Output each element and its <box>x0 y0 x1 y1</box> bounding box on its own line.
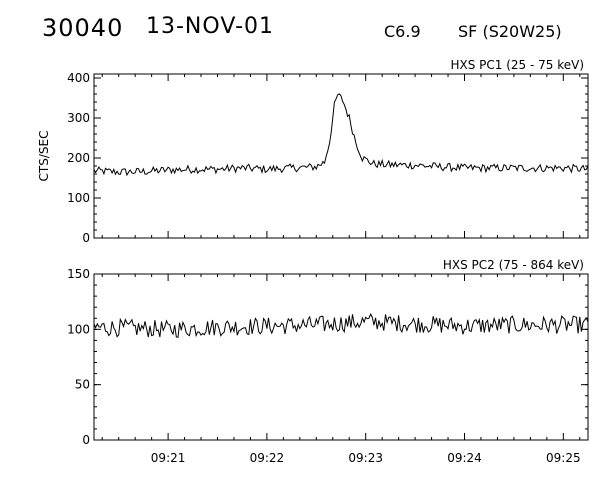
plot-frame <box>93 273 589 441</box>
flare-location: SF (S20W25) <box>458 22 562 41</box>
x-tick-label: 09:23 <box>348 451 383 465</box>
y-tick-label: 150 <box>67 267 90 281</box>
y-tick-label: 50 <box>75 378 90 392</box>
series-line <box>93 313 589 338</box>
y-tick-label: 0 <box>82 433 90 447</box>
panel-title: HXS PC2 (75 - 864 keV) <box>443 258 584 272</box>
event-id: 30040 <box>42 14 124 42</box>
y-tick-label: 200 <box>67 151 90 165</box>
goes-class: C6.9 <box>384 22 421 41</box>
event-date: 13-NOV-01 <box>146 14 275 39</box>
y-tick-label: 0 <box>82 231 90 245</box>
x-tick-label: 09:25 <box>546 451 581 465</box>
y-tick-label: 100 <box>67 322 90 336</box>
y-tick-label: 100 <box>67 191 90 205</box>
y-tick-label: 300 <box>67 111 90 125</box>
x-tick-label: 09:22 <box>250 451 285 465</box>
series-line <box>93 93 589 177</box>
plot-frame <box>93 73 589 239</box>
panel-title: HXS PC1 (25 - 75 keV) <box>450 58 584 72</box>
x-tick-label: 09:24 <box>447 451 482 465</box>
y-axis-label: CTS/SEC <box>37 131 51 182</box>
x-tick-label: 09:21 <box>151 451 186 465</box>
y-tick-label: 400 <box>67 71 90 85</box>
